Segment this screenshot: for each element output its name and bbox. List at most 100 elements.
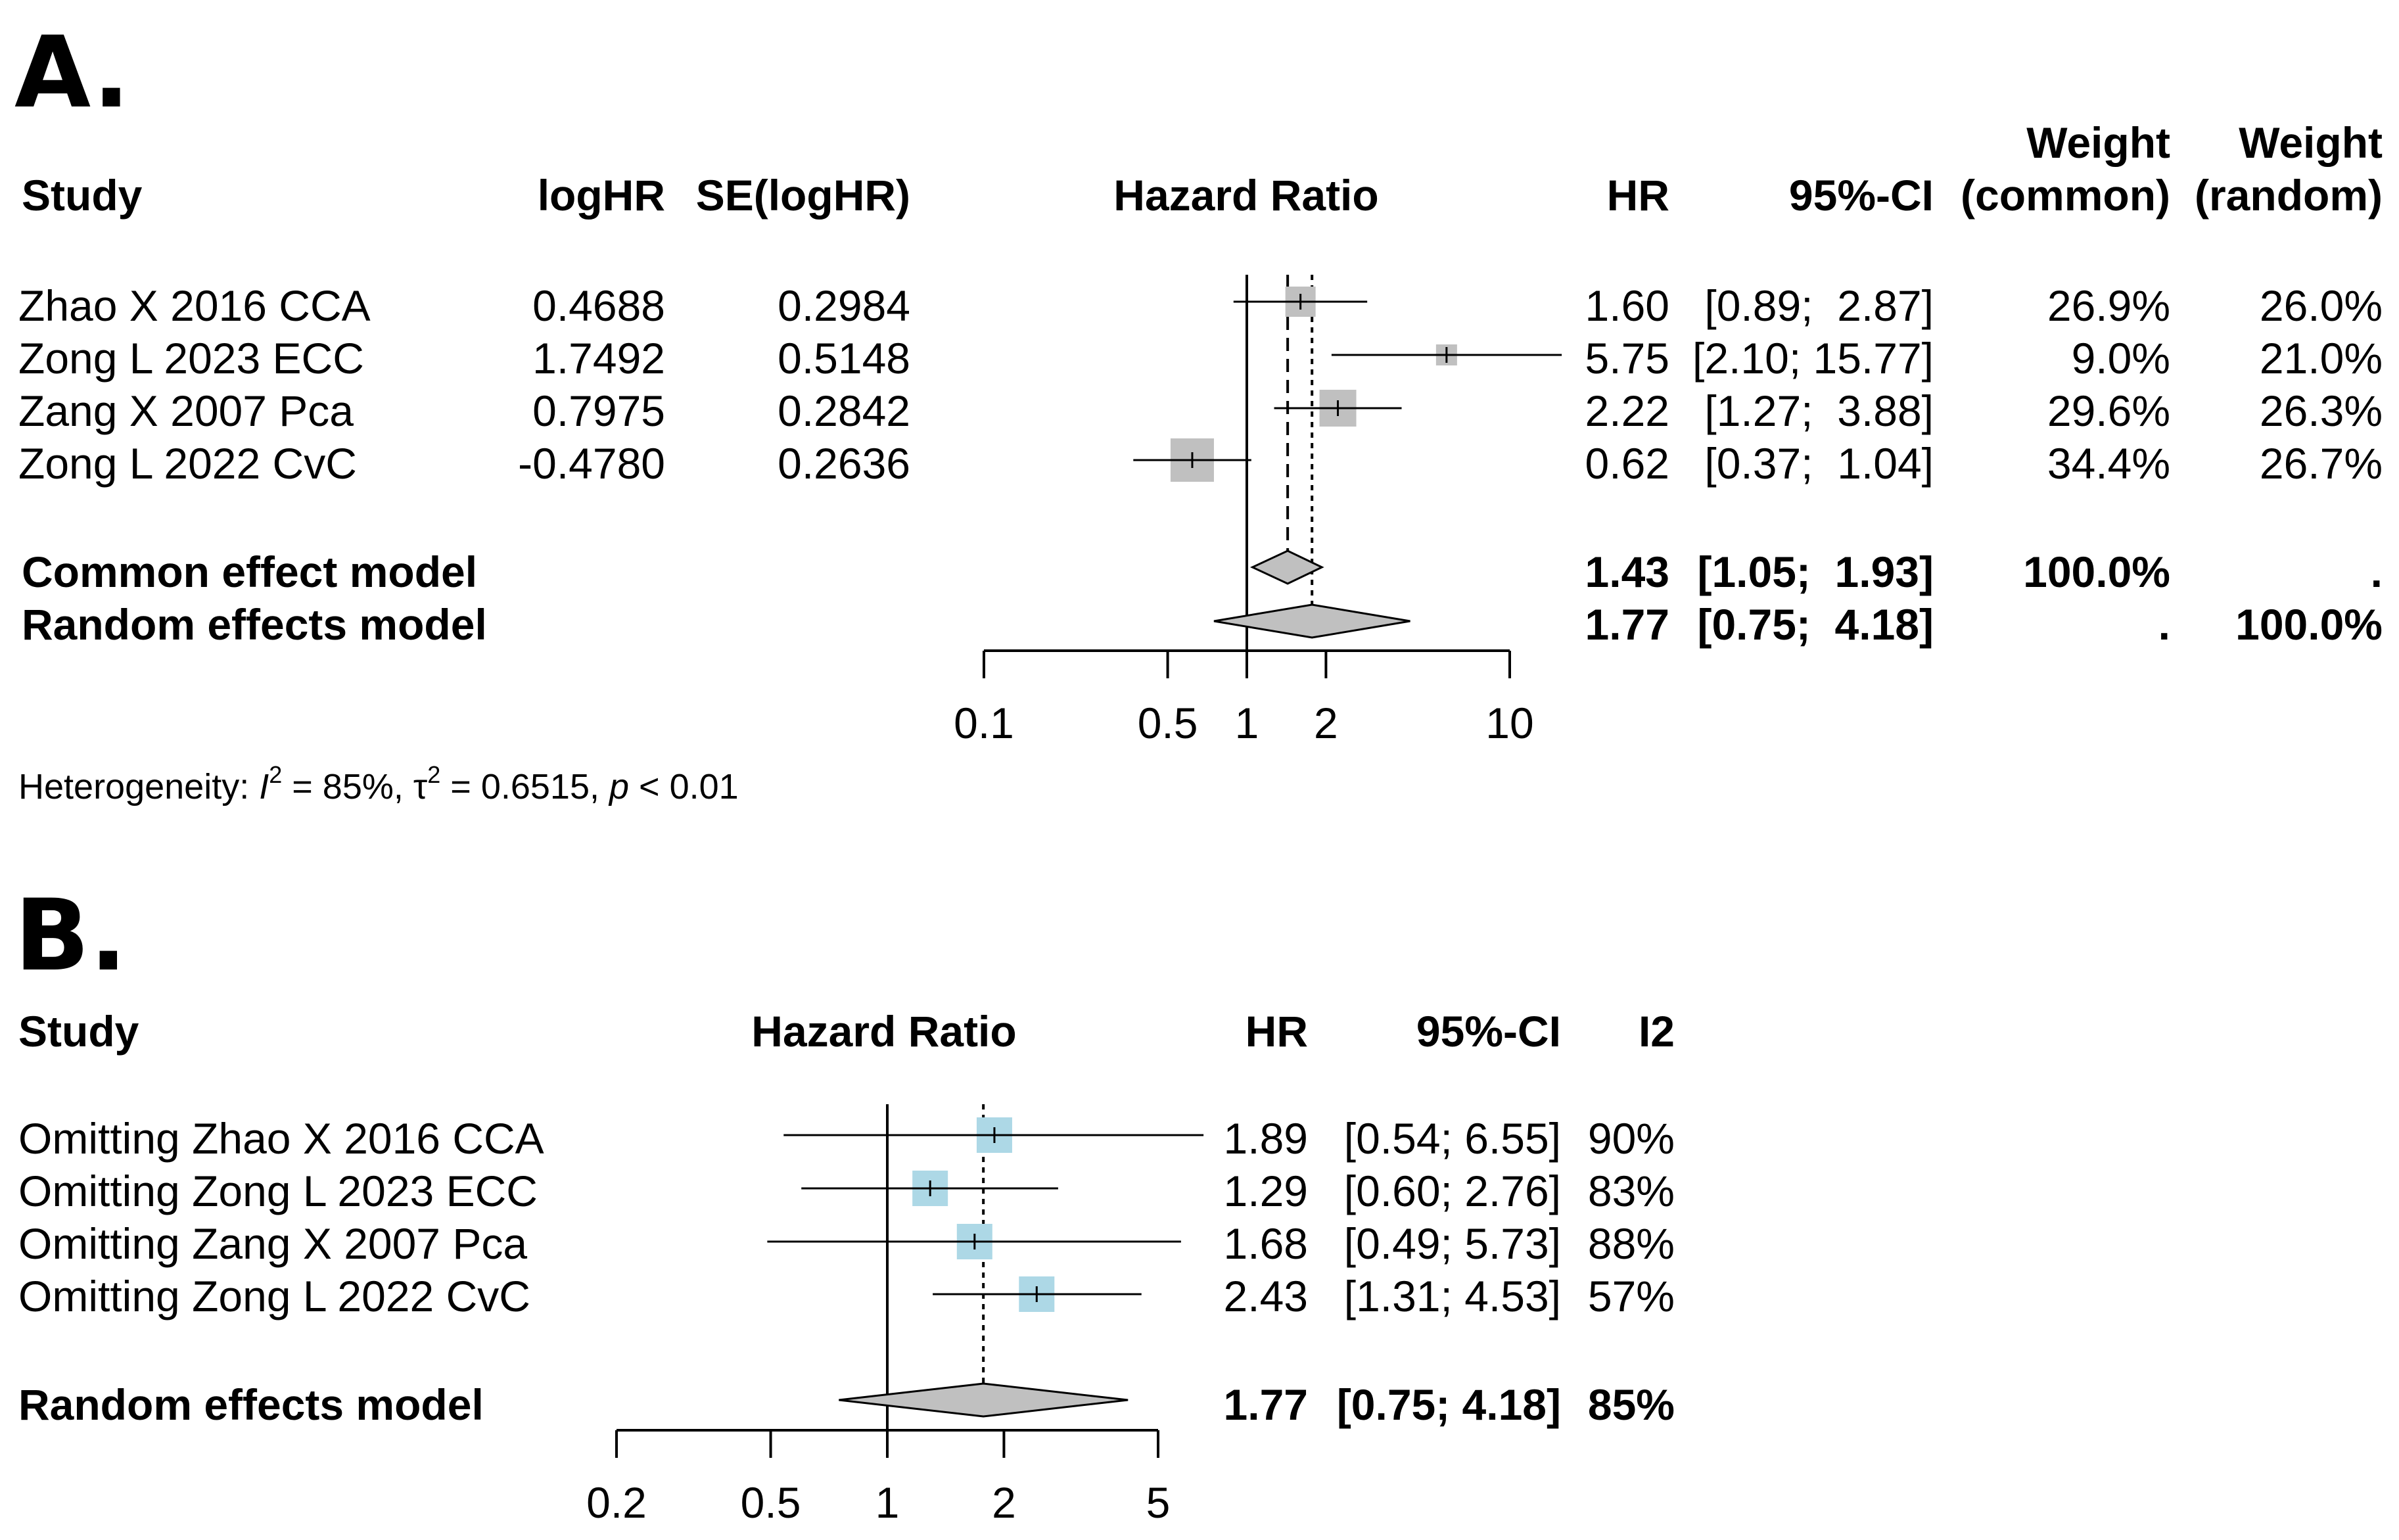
- study-row: Zong L 2023 ECC 1.7492 0.5148 5.75 [2.10…: [18, 334, 2383, 383]
- x-axis-tick-label: 0.1: [954, 699, 1014, 747]
- x-axis-tick-label: 5: [1146, 1478, 1171, 1527]
- study-i2: 90%: [1588, 1114, 1675, 1163]
- study-row: Zang X 2007 Pca 0.7975 0.2842 2.22 [1.27…: [18, 386, 2383, 435]
- model-weight-common: 100.0%: [2023, 548, 2170, 596]
- study-hr: 5.75: [1585, 334, 1669, 383]
- panel-b-label: B.: [14, 879, 127, 993]
- model-name: Common effect model: [22, 548, 477, 596]
- study-row: Omitting Zong L 2023 ECC 1.29 [0.60; 2.7…: [18, 1167, 1675, 1215]
- model-weight-random: 100.0%: [2235, 600, 2383, 649]
- study-i2: 57%: [1588, 1272, 1675, 1320]
- header-weight-common-line1: Weight: [2026, 118, 2170, 167]
- model-row: Random effects model 1.77 [0.75; 4.18] .…: [22, 600, 2383, 649]
- x-axis-tick-label: 1: [875, 1478, 900, 1527]
- study-weight-common: 34.4%: [2047, 439, 2170, 488]
- study-row: Zong L 2022 CvC -0.4780 0.2636 0.62 [0.3…: [18, 439, 2383, 488]
- study-ci: [0.89; 2.87]: [1704, 281, 1934, 330]
- header-95ci: 95%-CI: [1416, 1007, 1561, 1056]
- study-i2: 88%: [1588, 1219, 1675, 1268]
- study-hr: 1.29: [1224, 1167, 1308, 1215]
- header-weight-random-line1: Weight: [2239, 118, 2383, 167]
- study-weight-random: 26.0%: [2260, 281, 2383, 330]
- study-row: Omitting Zang X 2007 Pca 1.68 [0.49; 5.7…: [18, 1219, 1675, 1268]
- study-ci: [2.10; 15.77]: [1692, 334, 1934, 383]
- pooled-diamond: [1213, 603, 1410, 639]
- study-weight-common: 29.6%: [2047, 386, 2170, 435]
- x-axis-tick-label: 0.2: [586, 1478, 647, 1527]
- panel-a-label: A.: [14, 16, 130, 130]
- panel-b: B. Study Hazard Ratio HR 95%-CI I2 Omitt…: [14, 879, 1675, 1527]
- panel-b-plot: 0.2 0.5 1 2 5: [586, 1104, 1204, 1527]
- study-loghr: 0.7975: [532, 386, 665, 435]
- study-se: 0.2842: [778, 386, 910, 435]
- study-ci: [1.27; 3.88]: [1704, 386, 1934, 435]
- model-hr: 1.77: [1585, 600, 1669, 649]
- header-hr: HR: [1246, 1007, 1308, 1056]
- x-axis-tick-label: 2: [992, 1478, 1016, 1527]
- study-ci: [0.60; 2.76]: [1344, 1167, 1561, 1215]
- study-se: 0.2636: [778, 439, 910, 488]
- study-hr: 2.22: [1585, 386, 1669, 435]
- model-ci: [0.75; 4.18]: [1337, 1380, 1561, 1429]
- study-row: Omitting Zhao X 2016 CCA 1.89 [0.54; 6.5…: [18, 1114, 1675, 1163]
- study-weight-common: 26.9%: [2047, 281, 2170, 330]
- study-name: Zong L 2023 ECC: [18, 334, 364, 383]
- study-loghr: 1.7492: [532, 334, 665, 383]
- model-weight-common: .: [2158, 600, 2170, 649]
- heterogeneity-p-value: < 0.01: [629, 767, 739, 806]
- model-name: Random effects model: [22, 600, 487, 649]
- model-i2: 85%: [1588, 1380, 1675, 1429]
- x-axis-tick-label: 2: [1314, 699, 1338, 747]
- study-hr: 1.89: [1224, 1114, 1308, 1163]
- pooled-diamond: [1249, 549, 1324, 585]
- study-ci: [1.31; 4.53]: [1344, 1272, 1561, 1320]
- study-name: Omitting Zong L 2023 ECC: [18, 1167, 538, 1215]
- x-axis-tick-label: 0.5: [1138, 699, 1198, 747]
- model-ci: [0.75; 4.18]: [1697, 600, 1934, 649]
- study-se: 0.2984: [778, 281, 910, 330]
- study-weight-random: 21.0%: [2260, 334, 2383, 383]
- study-row: Omitting Zong L 2022 CvC 2.43 [1.31; 4.5…: [18, 1272, 1675, 1320]
- study-name: Omitting Zong L 2022 CvC: [18, 1272, 530, 1320]
- study-ci: [0.49; 5.73]: [1344, 1219, 1561, 1268]
- heterogeneity-i2-value: = 85%,: [282, 767, 413, 806]
- study-name: Zong L 2022 CvC: [18, 439, 357, 488]
- study-se: 0.5148: [778, 334, 910, 383]
- header-95ci: 95%-CI: [1789, 171, 1934, 220]
- study-hr: 1.68: [1224, 1219, 1308, 1268]
- study-weight-random: 26.7%: [2260, 439, 2383, 488]
- study-name: Omitting Zhao X 2016 CCA: [18, 1114, 544, 1163]
- header-i2: I2: [1639, 1007, 1675, 1056]
- heterogeneity-i2-symbol: I: [259, 767, 269, 806]
- header-loghr: logHR: [538, 171, 665, 220]
- study-loghr: -0.4780: [518, 439, 665, 488]
- study-hr: 1.60: [1585, 281, 1669, 330]
- model-hr: 1.77: [1224, 1380, 1308, 1429]
- study-hr: 2.43: [1224, 1272, 1308, 1320]
- study-row: Zhao X 2016 CCA 0.4688 0.2984 1.60 [0.89…: [18, 281, 2383, 330]
- model-weight-random: .: [2371, 548, 2383, 596]
- study-ci: [0.37; 1.04]: [1704, 439, 1934, 488]
- heterogeneity-tau-symbol: τ: [413, 767, 427, 806]
- pooled-diamond: [839, 1382, 1129, 1418]
- x-axis-tick-label: 0.5: [741, 1478, 801, 1527]
- header-study: Study: [22, 171, 143, 220]
- header-hr: HR: [1607, 171, 1669, 220]
- study-name: Zang X 2007 Pca: [18, 386, 354, 435]
- study-hr: 0.62: [1585, 439, 1669, 488]
- header-hazard-ratio: Hazard Ratio: [751, 1007, 1016, 1056]
- header-weight-common-line2: (common): [1961, 171, 2170, 220]
- panel-a: A. Study logHR SE(logHR) Hazard Ratio HR…: [14, 16, 2383, 806]
- heterogeneity-p-symbol: p: [608, 767, 629, 806]
- study-loghr: 0.4688: [532, 281, 665, 330]
- header-hazard-ratio: Hazard Ratio: [1113, 171, 1378, 220]
- header-study: Study: [18, 1007, 139, 1056]
- model-hr: 1.43: [1585, 548, 1669, 596]
- heterogeneity-tau-value: = 0.6515,: [440, 767, 609, 806]
- heterogeneity-text: Heterogeneity: I2 = 85%, τ2 = 0.6515, p …: [18, 761, 739, 806]
- model-row: Common effect model 1.43 [1.05; 1.93] 10…: [22, 548, 2383, 596]
- panel-a-plot: 0.1 0.5 1 2 10: [954, 275, 1562, 747]
- study-weight-random: 26.3%: [2260, 386, 2383, 435]
- study-weight-common: 9.0%: [2072, 334, 2170, 383]
